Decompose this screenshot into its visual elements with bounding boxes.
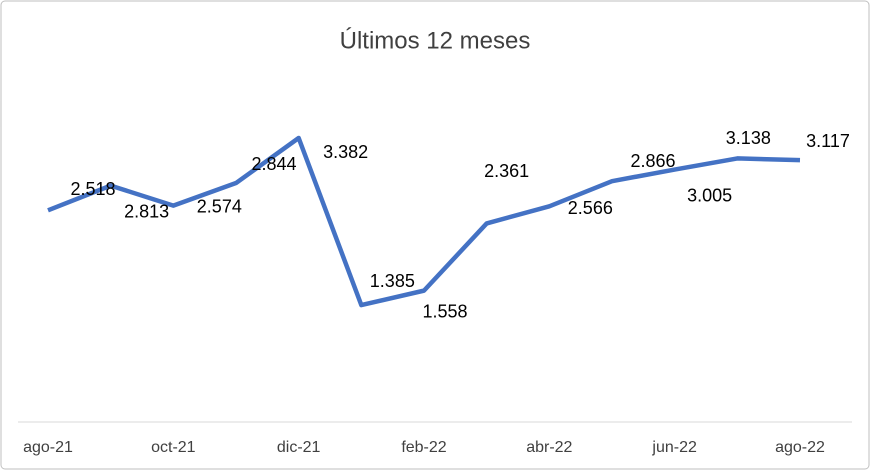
data-label: 3.138 <box>726 128 771 148</box>
data-label: 2.844 <box>251 154 296 174</box>
data-label: 1.385 <box>370 271 415 291</box>
line-series <box>47 135 801 308</box>
x-tick-label: feb-22 <box>401 439 446 456</box>
data-label: 2.566 <box>568 198 613 218</box>
data-label: 3.382 <box>323 142 368 162</box>
x-tick-label: oct-21 <box>151 439 196 456</box>
x-tick-label: dic-21 <box>277 439 321 456</box>
data-label: 2.813 <box>124 201 169 221</box>
x-tick-label: jun-22 <box>651 439 697 456</box>
data-label: 2.361 <box>484 161 529 181</box>
data-label: 2.866 <box>630 151 675 171</box>
data-label: 3.005 <box>687 185 732 205</box>
x-tick-label: ago-22 <box>775 439 825 456</box>
data-label: 2.574 <box>197 196 242 216</box>
data-label: 2.518 <box>70 179 115 199</box>
data-label: 3.117 <box>806 131 850 151</box>
data-label: 1.558 <box>422 301 467 321</box>
x-tick-label: ago-21 <box>23 439 73 456</box>
chart-title: Últimos 12 meses <box>340 27 531 54</box>
x-tick-label: abr-22 <box>526 439 572 456</box>
